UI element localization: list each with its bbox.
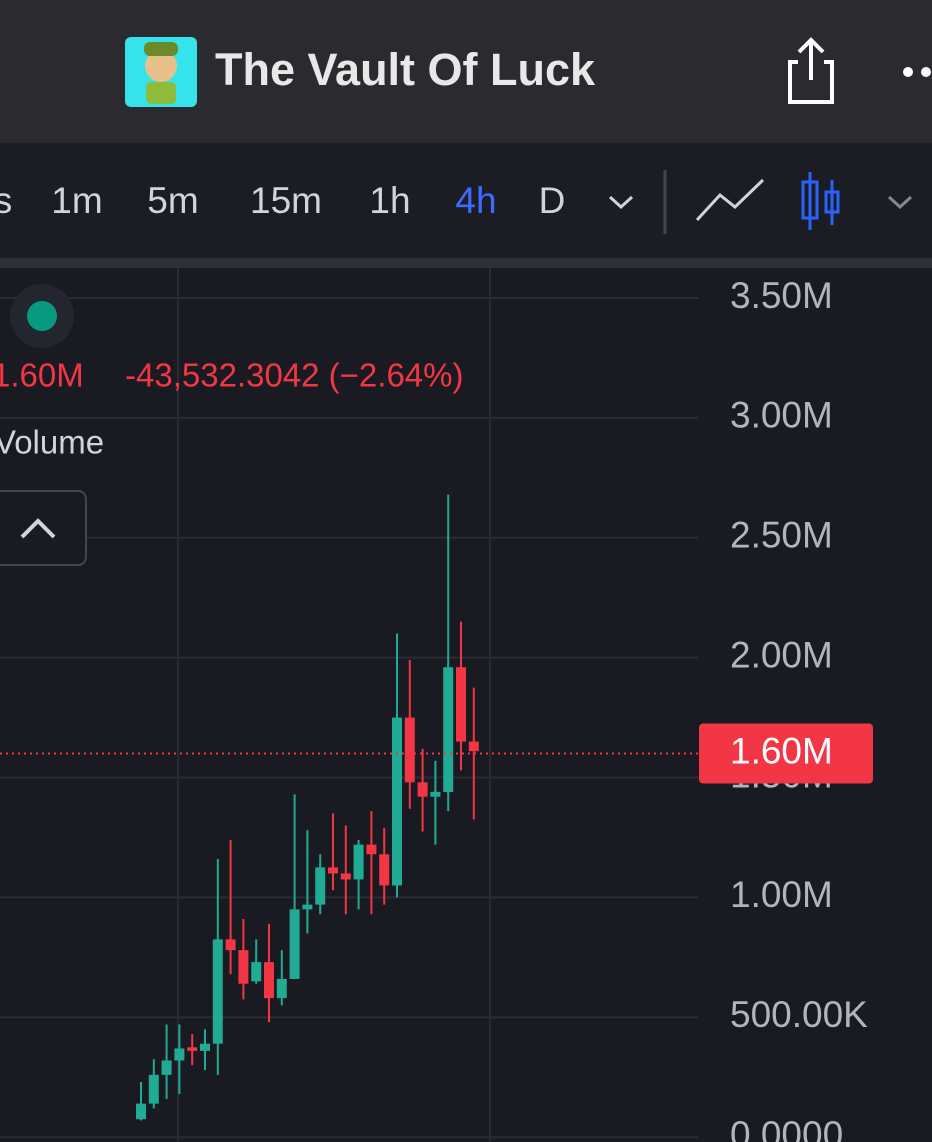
y-tick-label: 3.50M (730, 275, 833, 316)
timeframe[interactable]: 4h (455, 180, 496, 221)
candle-body (468, 741, 479, 752)
candle-icon[interactable] (801, 172, 840, 230)
candle-body (302, 904, 313, 910)
avatar-body (146, 82, 176, 104)
candle-body (443, 667, 454, 792)
timeframe[interactable]: 1m (51, 180, 102, 221)
candle-body (430, 791, 441, 797)
candle-body (379, 854, 390, 886)
line-chart-icon[interactable] (695, 178, 765, 222)
more-timeframes[interactable] (608, 195, 634, 210)
toolbar (0, 143, 932, 258)
timeframe[interactable]: 5m (147, 180, 198, 221)
menu-dot[interactable] (903, 67, 913, 77)
y-tick-label: 0.0000 (730, 1114, 843, 1142)
avatar-hat (144, 42, 178, 56)
candle-body (225, 939, 236, 951)
title: The Vault Of Luck (215, 44, 596, 95)
collapse-chevron (20, 518, 56, 539)
candle-body (148, 1074, 159, 1104)
last-price-label: 1.60M (730, 730, 833, 771)
timeframes: s 1m 5m 15m 1h 4h D (0, 180, 565, 221)
candle-body (353, 844, 364, 880)
candle-body (238, 950, 249, 984)
candle-body (276, 978, 287, 999)
candle-body (251, 962, 262, 982)
chart-type-menu[interactable] (887, 195, 913, 210)
candle-body (315, 867, 326, 905)
legend-change: -43,532.3042 (−2.64%) (125, 357, 464, 394)
indicator-name: Volume (0, 424, 104, 461)
candle-body (366, 844, 377, 855)
candle-body (328, 867, 338, 874)
timeframe[interactable]: s (0, 180, 12, 221)
legend-price: 1.60M (0, 357, 84, 394)
candle-body (187, 1047, 198, 1051)
grid (0, 296, 698, 1139)
y-tick-label: 3.00M (730, 395, 833, 436)
last-price: 1.60M (0, 723, 873, 784)
status-dot (27, 301, 57, 331)
candle-body (417, 782, 428, 797)
candle-body (212, 939, 223, 1044)
candle-body (264, 962, 274, 999)
menu-dot[interactable] (921, 67, 931, 77)
candle-body (174, 1048, 185, 1061)
timeframe[interactable]: D (539, 180, 566, 221)
candle-body (289, 909, 300, 979)
candle-body (456, 667, 466, 742)
candle-body (392, 717, 402, 886)
y-tick-label: 500.00K (730, 994, 868, 1035)
candle-body (340, 873, 351, 880)
last-price-tag (699, 723, 873, 784)
timeframe[interactable]: 1h (369, 180, 410, 221)
price-axis: 0.0000500.00K1.00M1.50M2.00M2.50M3.00M3.… (730, 275, 868, 1142)
y-tick-label: 1.00M (730, 874, 833, 915)
y-tick-label: 2.00M (730, 634, 833, 675)
timeframe[interactable]: 15m (250, 180, 322, 221)
avatar-face (145, 50, 177, 82)
candle-body (136, 1103, 146, 1120)
share-icon[interactable] (788, 37, 834, 104)
candle-body (161, 1060, 172, 1075)
y-tick-label: 2.50M (730, 515, 833, 556)
candle-body (200, 1043, 210, 1051)
candles (136, 494, 479, 1121)
candle-body (404, 717, 415, 783)
divider (0, 258, 932, 268)
